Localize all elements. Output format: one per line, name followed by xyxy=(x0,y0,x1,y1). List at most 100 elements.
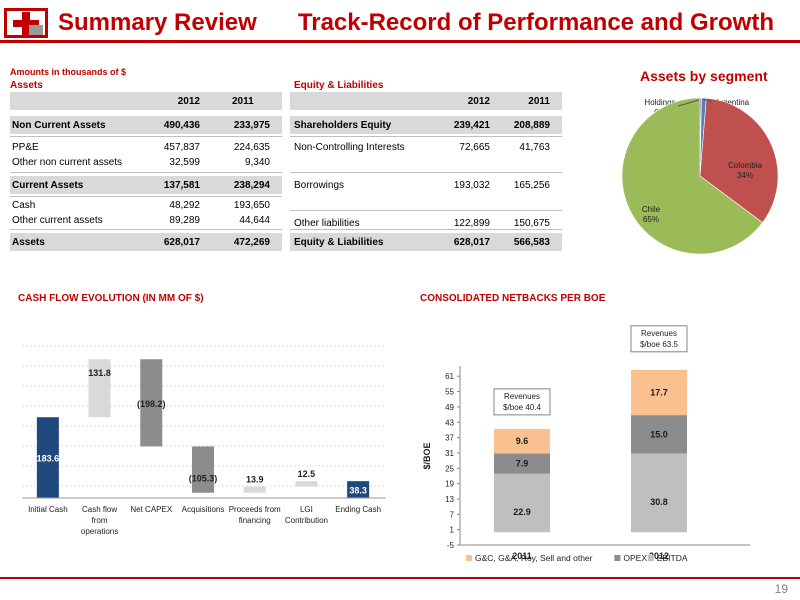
value-2011: 208,889 xyxy=(513,120,550,131)
waterfall-bar xyxy=(295,481,318,487)
assets-separator xyxy=(10,136,282,137)
revenue-callout-line2: $/boe 63.5 xyxy=(640,340,678,349)
row-label: Other current assets xyxy=(12,215,103,226)
stacked-bar-value-label: 7.9 xyxy=(516,459,529,469)
amounts-note: Amounts in thousands of $ xyxy=(10,67,126,77)
stacked-bar-value-label: 9.6 xyxy=(516,436,529,446)
row-label: Other liabilities xyxy=(294,218,360,229)
waterfall-bar xyxy=(243,486,266,493)
waterfall-bar xyxy=(88,359,111,418)
waterfall-category-label: from xyxy=(92,516,108,525)
row-label: Non Current Assets xyxy=(12,120,106,131)
value-2011: 193,650 xyxy=(233,200,270,211)
legend-swatch xyxy=(614,555,621,561)
waterfall-value-label: (105.3) xyxy=(189,474,218,484)
row-label: Borrowings xyxy=(294,180,345,191)
x-category-label: 2012 xyxy=(649,551,669,561)
row-label: Equity & Liabilities xyxy=(294,237,384,248)
waterfall-category-label: Net CAPEX xyxy=(130,505,172,514)
y-tick-label: 13 xyxy=(445,495,454,504)
stacked-bar-value-label: 15.0 xyxy=(650,429,668,439)
liabilities-year-2012: 2012 xyxy=(467,96,490,107)
y-tick-label: 43 xyxy=(445,418,454,427)
netbacks-title: CONSOLIDATED NETBACKS PER BOE xyxy=(420,293,606,304)
value-2011: 224,635 xyxy=(233,142,270,153)
cash-flow-title: CASH FLOW EVOLUTION (IN MM OF $) xyxy=(18,293,204,304)
waterfall-category-label: Ending Cash xyxy=(335,505,381,514)
page-number: 19 xyxy=(774,582,788,596)
stacked-bar-segment xyxy=(494,473,550,533)
assets-band xyxy=(10,233,282,251)
liab-band xyxy=(290,233,562,251)
y-axis-label: $/BOE xyxy=(422,442,432,469)
assets-separator xyxy=(10,172,282,173)
revenue-callout-line1: Revenues xyxy=(641,329,677,338)
waterfall-value-label: 38.3 xyxy=(349,486,367,496)
stacked-bar-segment xyxy=(631,415,687,454)
value-2011: 233,975 xyxy=(233,120,270,131)
pie-leader-line xyxy=(702,98,713,103)
y-tick-label: 1 xyxy=(450,526,455,535)
value-2012: 490,436 xyxy=(163,120,200,131)
waterfall-category-label: Proceeds from xyxy=(229,505,281,514)
value-2012: 122,899 xyxy=(453,218,490,229)
company-logo xyxy=(4,8,48,38)
waterfall-value-label: 183.6 xyxy=(37,454,60,464)
assets-separator xyxy=(10,196,282,197)
value-2012: 457,837 xyxy=(163,142,200,153)
revenue-callout-line1: Revenues xyxy=(504,392,540,401)
liab-band xyxy=(290,116,562,134)
pie-leader-line xyxy=(677,99,700,107)
waterfall-category-label: Acquisitions xyxy=(182,505,225,514)
assets-table: Assets 2012 2011 Non Current Assets 490,4… xyxy=(10,80,282,255)
pie-slice-label: Colombia xyxy=(728,161,762,170)
x-category-label: 2011 xyxy=(512,551,532,561)
liab-separator xyxy=(290,172,562,173)
stacked-bar-value-label: 30.8 xyxy=(650,497,668,507)
stacked-bar-segment xyxy=(631,369,687,416)
waterfall-bar xyxy=(347,481,370,498)
row-label: Cash xyxy=(12,200,36,211)
row-label: Non-Controlling Interests xyxy=(294,142,405,153)
value-2011: 150,675 xyxy=(513,218,550,229)
waterfall-bar xyxy=(36,417,59,498)
row-label: Shareholders Equity xyxy=(294,120,392,131)
legend-swatch xyxy=(647,555,654,561)
waterfall-bar xyxy=(192,446,214,493)
y-tick-label: 31 xyxy=(445,449,454,458)
value-2012: 628,017 xyxy=(163,237,200,248)
y-tick-label: 37 xyxy=(445,434,454,443)
y-tick-label: -5 xyxy=(447,541,455,550)
stacked-bar-segment xyxy=(494,453,550,474)
waterfall-bar xyxy=(140,359,163,447)
legend-swatch xyxy=(466,555,472,561)
pie-slice xyxy=(621,97,763,255)
revenue-callout-box xyxy=(493,388,551,416)
liabilities-table-title: Equity & Liabilities xyxy=(294,80,384,91)
value-2011: 238,294 xyxy=(233,180,270,191)
value-2011: 41,763 xyxy=(519,142,550,153)
stacked-bar-value-label: 22.9 xyxy=(513,507,531,517)
pie-slice-value: 65% xyxy=(643,215,659,224)
assets-year-2011: 2011 xyxy=(232,96,254,107)
header-divider xyxy=(0,40,800,43)
y-tick-label: 55 xyxy=(445,388,454,397)
pie-slice-label: Argentina xyxy=(715,98,750,107)
stacked-bar-segment xyxy=(631,453,687,533)
pie-slice xyxy=(699,97,779,224)
y-tick-label: 61 xyxy=(445,372,454,381)
pie-slice-label: Chile xyxy=(642,205,661,214)
value-2011: 165,256 xyxy=(513,180,550,191)
assets-separator xyxy=(10,229,282,230)
footer-divider xyxy=(0,577,800,579)
value-2012: 32,599 xyxy=(169,157,200,168)
value-2012: 193,032 xyxy=(453,180,490,191)
pie-slice-label: Holdings xyxy=(644,98,675,107)
waterfall-value-label: (198.2) xyxy=(137,399,166,409)
waterfall-category-label: operations xyxy=(81,527,118,536)
stacked-bar-value-label: 17.7 xyxy=(650,387,668,397)
liabilities-table: Equity & Liabilities 2012 2011 Sharehold… xyxy=(290,80,562,255)
value-2012: 628,017 xyxy=(453,237,490,248)
cash-flow-waterfall-chart: 183.6 Initial Cash 131.8 Cash flow from opera… xyxy=(22,345,386,536)
assets-table-title: Assets xyxy=(10,80,43,91)
